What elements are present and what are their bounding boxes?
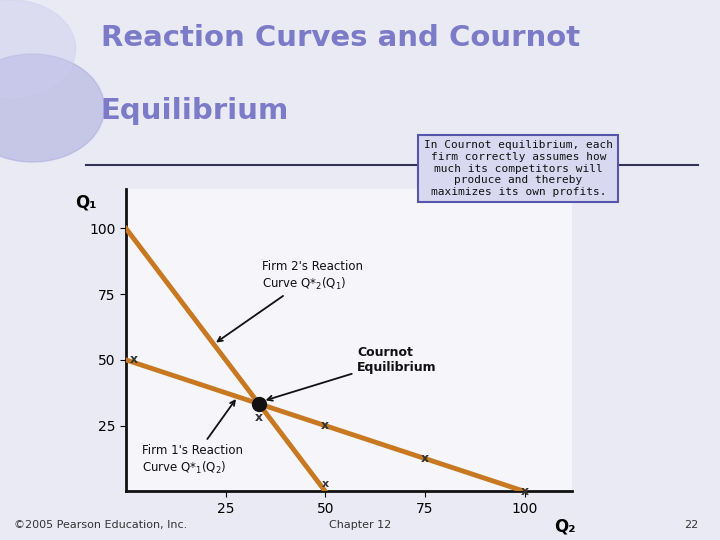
Circle shape	[0, 0, 76, 97]
Text: Q₁: Q₁	[76, 193, 97, 211]
Circle shape	[0, 54, 104, 162]
Text: ©2005 Pearson Education, Inc.: ©2005 Pearson Education, Inc.	[14, 520, 188, 530]
Text: In Cournot equilibrium, each
firm correctly assumes how
much its competitors wil: In Cournot equilibrium, each firm correc…	[424, 140, 613, 197]
Text: Equilibrium: Equilibrium	[101, 97, 289, 125]
Text: x: x	[255, 411, 263, 424]
Text: x: x	[322, 479, 329, 489]
Text: Cournot
Equilibrium: Cournot Equilibrium	[267, 346, 437, 401]
Text: x: x	[321, 419, 329, 432]
Text: Firm 1's Reaction
Curve Q*$_1$(Q$_2$): Firm 1's Reaction Curve Q*$_1$(Q$_2$)	[142, 401, 243, 476]
Text: Reaction Curves and Cournot: Reaction Curves and Cournot	[101, 24, 580, 52]
Text: x: x	[421, 452, 429, 465]
Text: x: x	[130, 353, 138, 367]
Text: Firm 2's Reaction
Curve Q*$_2$(Q$_1$): Firm 2's Reaction Curve Q*$_2$(Q$_1$)	[217, 260, 362, 341]
Text: 22: 22	[684, 520, 698, 530]
Text: Q₂: Q₂	[554, 518, 575, 536]
Text: Chapter 12: Chapter 12	[329, 520, 391, 530]
Text: x: x	[521, 485, 528, 498]
